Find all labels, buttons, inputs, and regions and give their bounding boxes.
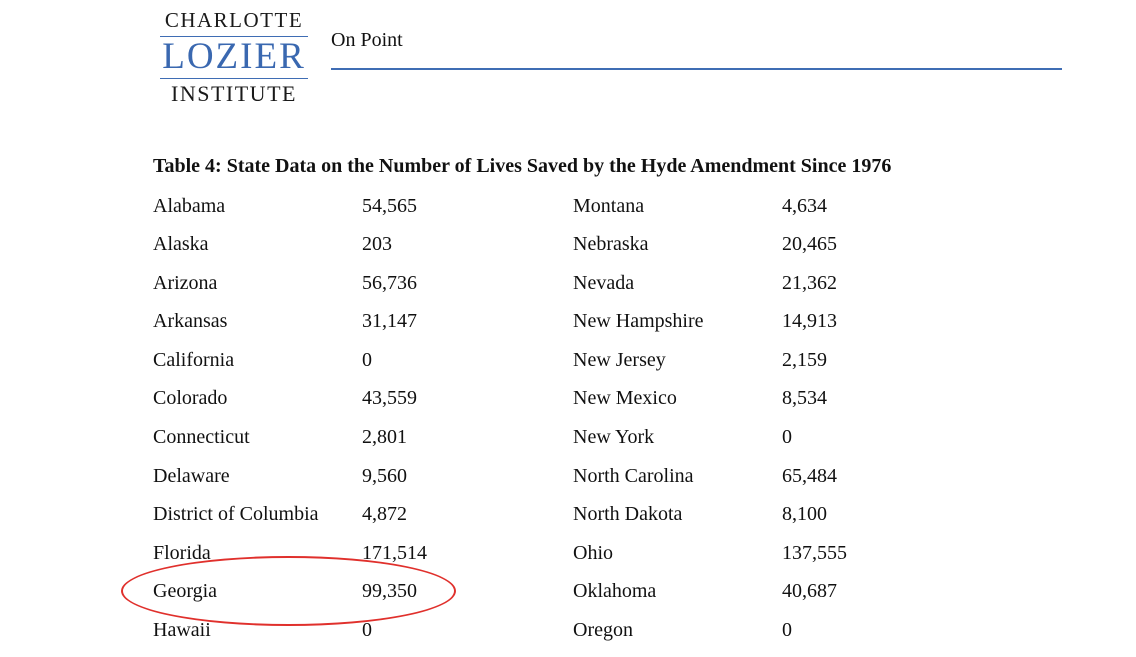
lives-saved-value: 21,362	[782, 272, 837, 294]
lives-saved-value: 2,159	[782, 349, 827, 371]
lives-saved-value: 0	[362, 619, 372, 641]
state-name: Nebraska	[573, 233, 649, 255]
table-caption: Table 4: State Data on the Number of Liv…	[153, 155, 892, 177]
lives-saved-value: 8,534	[782, 387, 827, 409]
logo-line-charlotte: CHARLOTTE	[164, 8, 304, 32]
table-row: Florida 171,514 Ohio 137,555	[0, 542, 1136, 580]
state-name: Oklahoma	[573, 580, 657, 602]
state-name: Oregon	[573, 619, 633, 641]
georgia-highlight-oval	[121, 556, 456, 626]
lives-saved-value: 8,100	[782, 503, 827, 525]
state-name: Montana	[573, 195, 645, 217]
state-name: Hawaii	[153, 619, 211, 641]
state-name: Connecticut	[153, 426, 250, 448]
state-name: Ohio	[573, 542, 613, 564]
table-row: Delaware 9,560 North Carolina 65,484	[0, 465, 1136, 503]
lives-saved-value: 20,465	[782, 233, 837, 255]
lives-saved-value: 54,565	[362, 195, 417, 217]
lives-saved-value: 2,801	[362, 426, 407, 448]
section-title: On Point	[331, 29, 403, 51]
lives-saved-value: 56,736	[362, 272, 417, 294]
table-row: Alabama 54,565 Montana 4,634	[0, 195, 1136, 233]
state-name: New Hampshire	[573, 310, 704, 332]
lives-saved-value: 40,687	[782, 580, 837, 602]
state-name: New York	[573, 426, 655, 448]
lives-saved-value: 203	[362, 233, 392, 255]
lives-saved-value: 171,514	[362, 542, 427, 564]
lives-saved-value: 4,872	[362, 503, 407, 525]
state-name: Delaware	[153, 465, 230, 487]
lives-saved-value: 31,147	[362, 310, 417, 332]
lives-saved-value: 43,559	[362, 387, 417, 409]
state-name: Nevada	[573, 272, 635, 294]
table-row: Arkansas 31,147 New Hampshire 14,913	[0, 310, 1136, 348]
state-name: Florida	[153, 542, 211, 564]
table-row: District of Columbia 4,872 North Dakota …	[0, 503, 1136, 541]
logo-divider-top	[160, 36, 308, 37]
lives-saved-value: 137,555	[782, 542, 847, 564]
table-row: Colorado 43,559 New Mexico 8,534	[0, 387, 1136, 425]
lives-saved-value: 0	[782, 426, 792, 448]
state-name: Alaska	[153, 233, 209, 255]
lives-saved-value: 4,634	[782, 195, 827, 217]
logo-line-institute: INSTITUTE	[171, 81, 297, 106]
state-name: California	[153, 349, 235, 371]
state-name: North Dakota	[573, 503, 683, 525]
table-row: Arizona 56,736 Nevada 21,362	[0, 272, 1136, 310]
lives-saved-value: 9,560	[362, 465, 407, 487]
state-name: North Carolina	[573, 465, 694, 487]
state-name: New Jersey	[573, 349, 666, 371]
lives-saved-value: 65,484	[782, 465, 837, 487]
table-row: California 0 New Jersey 2,159	[0, 349, 1136, 387]
state-name: District of Columbia	[153, 503, 319, 525]
lives-saved-value: 0	[362, 349, 372, 371]
logo-line-lozier: LOZIER	[162, 36, 306, 77]
table-row: Connecticut 2,801 New York 0	[0, 426, 1136, 464]
lives-saved-value: 0	[782, 619, 792, 641]
table-row: Alaska 203 Nebraska 20,465	[0, 233, 1136, 271]
institute-logo: CHARLOTTE LOZIER INSTITUTE	[158, 8, 310, 106]
table-row: Hawaii 0 Oregon 0	[0, 619, 1136, 657]
state-name: New Mexico	[573, 387, 677, 409]
lives-saved-value: 14,913	[782, 310, 837, 332]
state-name: Arkansas	[153, 310, 228, 332]
header-rule	[331, 68, 1062, 70]
logo-divider-bottom	[160, 78, 308, 79]
state-name: Arizona	[153, 272, 218, 294]
state-name: Alabama	[153, 195, 226, 217]
state-name: Colorado	[153, 387, 228, 409]
